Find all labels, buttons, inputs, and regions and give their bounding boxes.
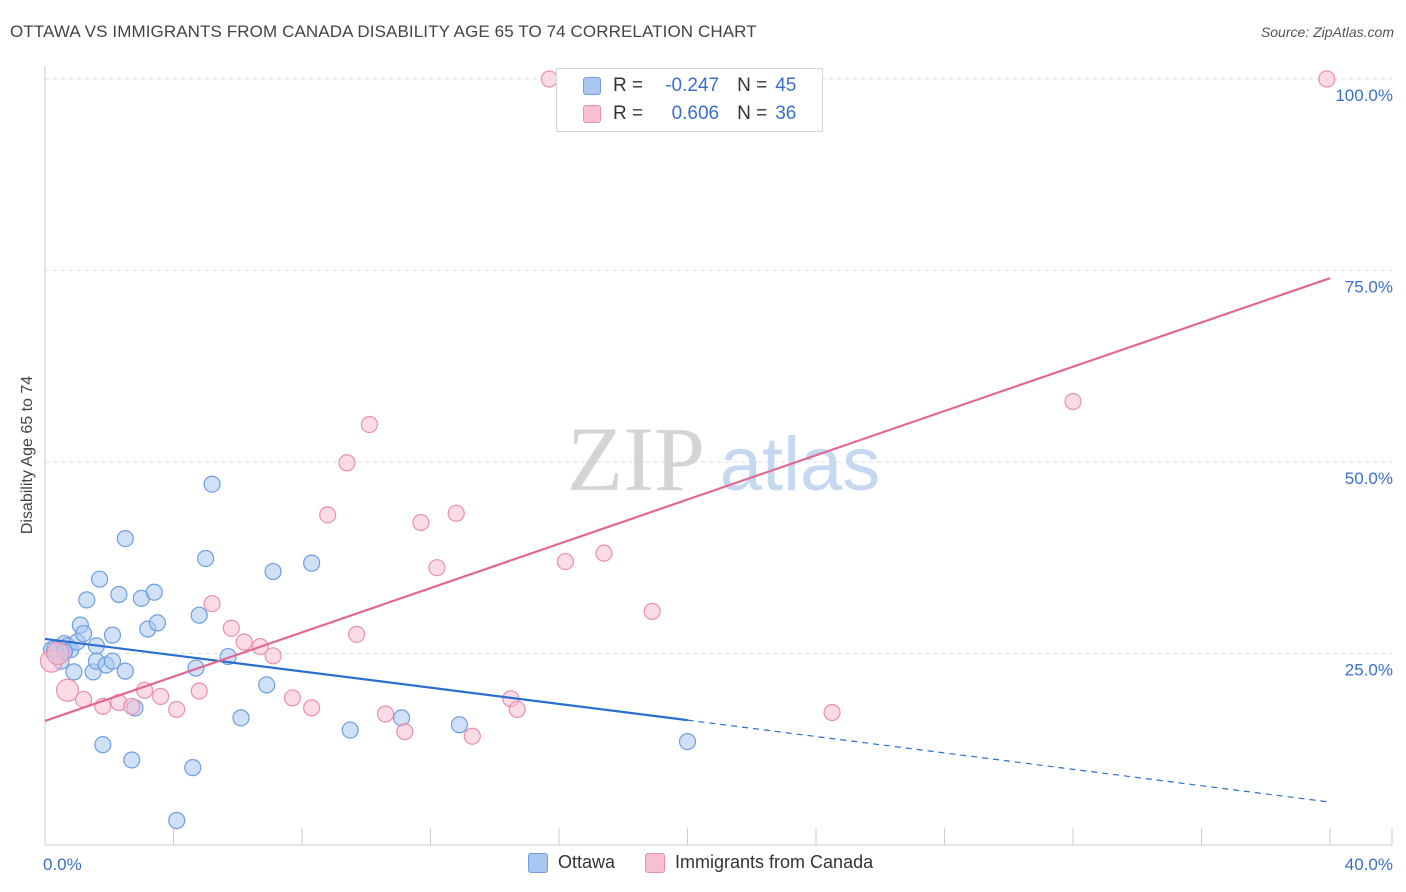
watermark-atlas: atlas bbox=[720, 422, 881, 507]
immigrants-trend-line bbox=[44, 277, 1331, 722]
x-tick-label: 40.0% bbox=[1345, 855, 1393, 874]
ottawa-point bbox=[91, 570, 109, 588]
ottawa-point bbox=[94, 736, 112, 754]
grid-layer bbox=[45, 78, 1392, 654]
immigrants-point bbox=[55, 678, 80, 702]
immigrants-point bbox=[508, 700, 526, 719]
ottawa-point bbox=[74, 624, 93, 643]
ottawa-trend-extension bbox=[687, 719, 1331, 803]
ottawa-point bbox=[264, 562, 282, 581]
legend-item-ottawa[interactable]: Ottawa bbox=[528, 852, 615, 873]
immigrants-point bbox=[283, 689, 301, 707]
legend-label-ottawa: Ottawa bbox=[558, 852, 616, 872]
ottawa-swatch bbox=[583, 77, 601, 95]
trend-layer bbox=[44, 277, 1331, 803]
immigrants-point bbox=[412, 513, 430, 532]
ottawa-point bbox=[110, 585, 128, 604]
immigrants-point bbox=[190, 682, 208, 700]
legend-item-immigrants[interactable]: Immigrants from Canada bbox=[645, 852, 873, 873]
immigrants-point bbox=[376, 705, 395, 723]
ottawa-point bbox=[148, 614, 167, 632]
y-tick-label: 50.0% bbox=[1345, 469, 1393, 488]
r-label: R = bbox=[613, 103, 644, 124]
r-value: 0.606 bbox=[671, 103, 720, 124]
immigrants-point bbox=[222, 619, 240, 637]
ottawa-swatch bbox=[528, 852, 548, 873]
axis-layer bbox=[44, 66, 1393, 846]
immigrants-point bbox=[338, 454, 356, 472]
ottawa-point bbox=[232, 709, 250, 727]
immigrants-point bbox=[463, 727, 481, 745]
y-tick-label: 75.0% bbox=[1345, 278, 1393, 297]
ottawa-point bbox=[103, 652, 122, 670]
ottawa-point bbox=[258, 676, 276, 694]
r-value: -0.247 bbox=[665, 75, 720, 96]
immigrants-point bbox=[46, 641, 70, 666]
ottawa-point bbox=[190, 606, 208, 624]
immigrants-point bbox=[1064, 392, 1082, 411]
n-label: N = bbox=[737, 103, 768, 124]
ottawa-point bbox=[168, 811, 186, 830]
ottawa-point bbox=[341, 721, 359, 739]
chart-title: OTTAWA VS IMMIGRANTS FROM CANADA DISABIL… bbox=[10, 22, 757, 41]
immigrants-swatch bbox=[645, 852, 666, 873]
immigrants-point bbox=[595, 544, 613, 562]
ottawa-point bbox=[78, 591, 96, 609]
watermark: ZIP atlas bbox=[567, 408, 880, 510]
immigrants-point bbox=[348, 625, 366, 643]
ottawa-point bbox=[103, 626, 122, 644]
watermark-zip: ZIP bbox=[567, 408, 705, 510]
source-credit: Source: ZipAtlas.com bbox=[1260, 24, 1394, 40]
immigrants-point bbox=[319, 506, 337, 524]
immigrants-point bbox=[396, 723, 414, 741]
immigrants-point bbox=[540, 70, 558, 88]
ottawa-point bbox=[145, 583, 163, 601]
r-label: R = bbox=[613, 75, 644, 96]
immigrants-point bbox=[152, 687, 170, 705]
legend-row-immigrants: R = 0.606 N = 36 bbox=[583, 102, 796, 126]
ottawa-point bbox=[203, 475, 221, 493]
immigrants-point bbox=[1318, 70, 1336, 88]
y-axis-title: Disability Age 65 to 74 bbox=[19, 375, 36, 535]
immigrants-point bbox=[643, 602, 661, 620]
ottawa-trend-line bbox=[44, 637, 688, 722]
correlation-legend: R = -0.247 N = 45 R = 0.606 N = 36 bbox=[556, 68, 823, 132]
x-tick-label: 0.0% bbox=[43, 855, 82, 874]
y-tick-label: 25.0% bbox=[1345, 661, 1393, 680]
ottawa-point bbox=[116, 529, 134, 548]
immigrants-point bbox=[360, 415, 379, 434]
immigrants-point bbox=[303, 699, 321, 717]
tick-label-layer: 25.0% 50.0% 75.0% 100.0% 0.0% 40.0% bbox=[43, 86, 1393, 874]
n-value: 36 bbox=[775, 103, 797, 124]
ottawa-point bbox=[65, 663, 83, 681]
n-value: 45 bbox=[775, 75, 797, 96]
ottawa-point bbox=[450, 716, 469, 734]
immigrants-point bbox=[447, 504, 465, 522]
immigrants-point bbox=[235, 633, 253, 651]
immigrants-point bbox=[823, 703, 841, 722]
n-label: N = bbox=[737, 75, 768, 96]
immigrants-point bbox=[428, 559, 446, 577]
ottawa-point bbox=[123, 751, 141, 769]
ottawa-point bbox=[116, 662, 134, 680]
immigrants-point bbox=[123, 697, 141, 715]
ottawa-point bbox=[303, 554, 321, 572]
points-layer bbox=[39, 70, 1336, 830]
immigrants-point bbox=[556, 552, 575, 571]
legend-label-immigrants: Immigrants from Canada bbox=[675, 852, 874, 872]
y-tick-label: 100.0% bbox=[1335, 86, 1393, 105]
immigrants-point bbox=[264, 647, 282, 665]
immigrants-point bbox=[203, 595, 221, 613]
ottawa-point bbox=[184, 759, 202, 777]
ottawa-point bbox=[678, 732, 697, 751]
immigrants-point bbox=[168, 700, 186, 719]
immigrants-swatch bbox=[583, 105, 601, 123]
ottawa-point bbox=[197, 549, 215, 568]
series-legend: Ottawa Immigrants from Canada bbox=[528, 852, 903, 873]
legend-row-ottawa: R = -0.247 N = 45 bbox=[583, 74, 796, 98]
